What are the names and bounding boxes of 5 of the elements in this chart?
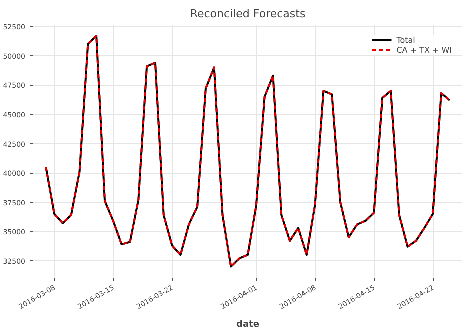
legend-label: Total — [396, 35, 416, 45]
legend-label: CA + TX + WI — [396, 45, 452, 55]
x-axis-title: date — [236, 320, 260, 330]
line-series — [45, 35, 451, 268]
chart-title: Reconciled Forecasts — [190, 8, 306, 20]
